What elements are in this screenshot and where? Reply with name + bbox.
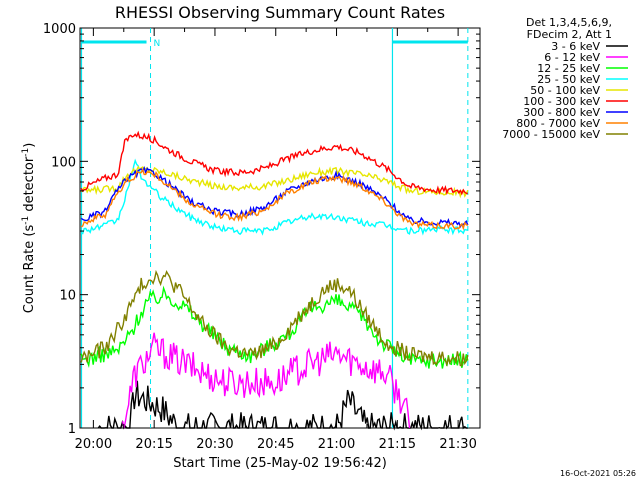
series-25-50-kev-line [81, 158, 468, 236]
series-6-12-kev-line [121, 332, 411, 429]
series-12-25-kev-line [80, 285, 469, 369]
flare-flag-label: N [154, 39, 161, 49]
legend-label: 3 - 6 keV [551, 40, 600, 53]
x-tick-label: 20:30 [196, 437, 233, 452]
x-tick-label: 21:30 [439, 437, 476, 452]
legend-label: 12 - 25 keV [537, 62, 600, 75]
x-tick-label: 21:15 [379, 437, 416, 452]
x-tick-label: 20:45 [257, 437, 294, 452]
legend-label: 800 - 7000 keV [516, 117, 600, 130]
series-3-6-kev-line [97, 380, 468, 431]
legend-label: 6 - 12 keV [544, 51, 600, 64]
series-50-100-kev-line [80, 165, 469, 199]
legend-label: 100 - 300 keV [523, 95, 600, 108]
legend-label: 50 - 100 keV [530, 84, 600, 97]
y-axis-label: Count Rate (s-1 detector-1) [21, 143, 37, 314]
chart-title: RHESSI Observing Summary Count Rates [115, 3, 445, 22]
series-300-800-kev-line [80, 166, 469, 229]
legend-label: 7000 - 15000 keV [502, 128, 600, 141]
legend-label: 25 - 50 keV [537, 73, 600, 86]
legend-header: Det 1,3,4,5,6,9, [526, 16, 612, 29]
x-tick-label: 20:15 [135, 437, 172, 452]
x-tick-label: 20:00 [75, 437, 112, 452]
y-tick-label: 10 [59, 289, 76, 304]
legend-header: FDecim 2, Att 1 [527, 28, 612, 41]
x-axis-label: Start Time (25-May-02 19:56:42) [173, 456, 387, 471]
legend: Det 1,3,4,5,6,9,FDecim 2, Att 13 - 6 keV… [502, 16, 628, 141]
y-tick-label: 1 [68, 422, 76, 437]
series-100-300-kev-line [80, 130, 468, 196]
y-tick-label: 1000 [43, 22, 76, 37]
series-800-7000-kev-line [80, 167, 469, 231]
x-tick-label: 21:00 [318, 437, 355, 452]
series-7000-15000-kev-line [80, 269, 469, 367]
legend-label: 300 - 800 keV [523, 106, 600, 119]
timestamp: 16-Oct-2021 05:26 [560, 469, 636, 478]
y-tick-label: 100 [51, 155, 76, 170]
